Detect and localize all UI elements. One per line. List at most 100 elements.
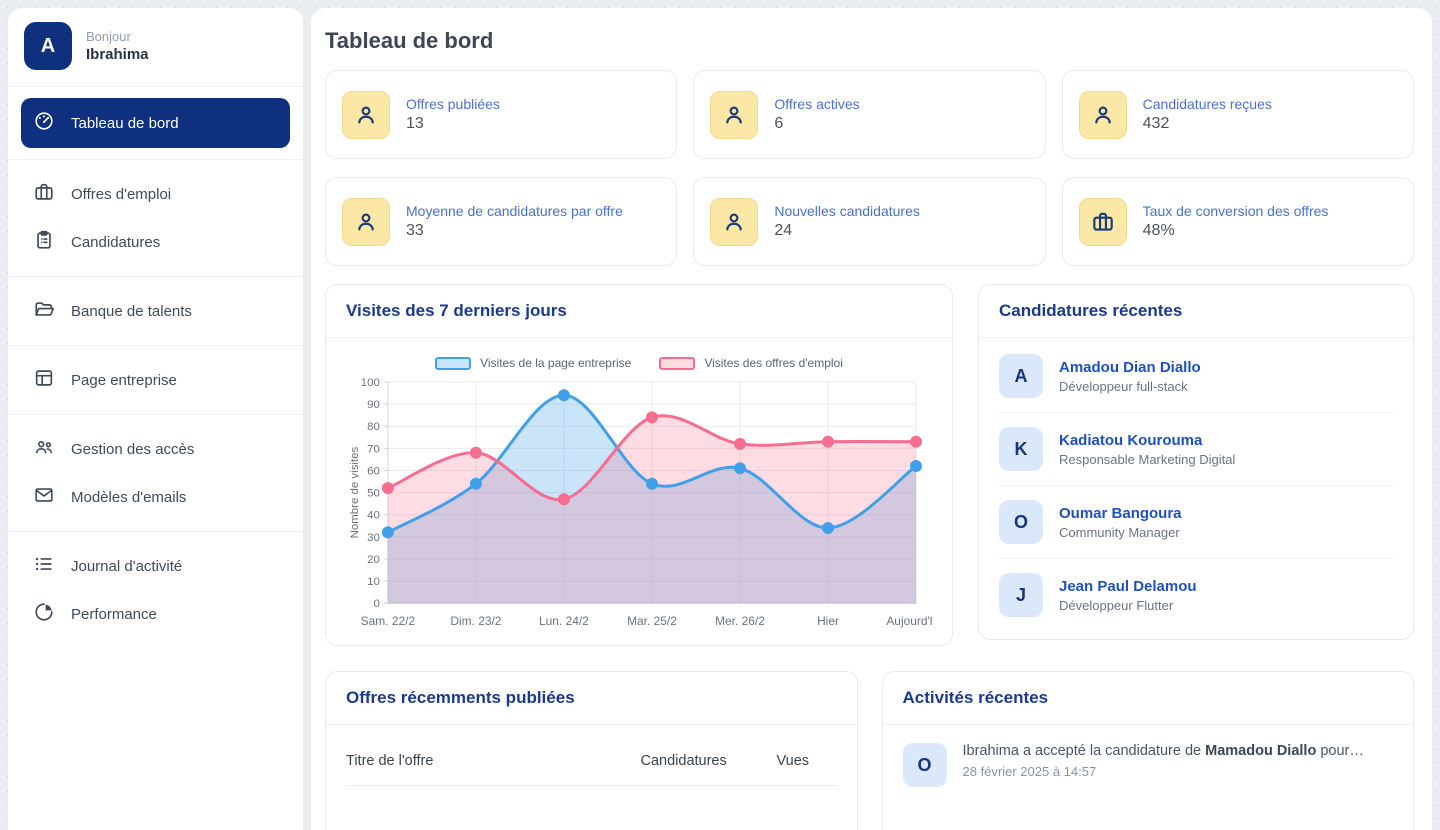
svg-text:30: 30 [367,532,380,544]
sidebar-group-admin: Gestion des accès Modèles d'emails [8,415,303,531]
user-avatar[interactable]: A [24,22,72,70]
candidate-row[interactable]: O Oumar Bangoura Community Manager [999,486,1393,559]
stat-card-offres-publiees: Offres publiées 13 [325,70,678,159]
sidebar-group-talents: Banque de talents [8,277,303,345]
sidebar-item-modeles-emails[interactable]: Modèles d'emails [21,474,290,520]
candidate-role: Développeur Flutter [1059,597,1174,613]
candidate-name[interactable]: Amadou Dian Diallo [1059,358,1201,376]
greeting-text: Bonjour [86,29,131,44]
svg-text:80: 80 [367,421,380,433]
candidate-role: Responsable Marketing Digital [1059,451,1236,467]
stat-value: 432 [1142,115,1170,132]
sidebar-item-offres-emploi[interactable]: Offres d'emploi [21,171,290,217]
activity-timestamp: 28 février 2025 à 14:57 [962,764,1097,780]
chart-title: Visites des 7 derniers jours [326,285,952,338]
sidebar-divider [8,86,303,87]
sidebar-divider [8,276,303,277]
sidebar-item-page-entreprise[interactable]: Page entreprise [21,357,290,403]
activity-text: Ibrahima a accepté la candidature de Mam… [963,743,1364,759]
sidebar-item-label: Banque de talents [71,302,192,320]
svg-text:Nombre de visites: Nombre de visites [349,446,361,538]
sidebar-group-offres: Offres d'emploi Candidatures [8,160,303,276]
legend-item-page-entreprise[interactable]: Visites de la page entreprise [435,356,631,370]
mail-icon [33,484,55,510]
candidate-name[interactable]: Jean Paul Delamou [1059,577,1197,595]
sidebar-item-journal-activite[interactable]: Journal d'activité [21,543,290,589]
table-divider [346,785,837,787]
sidebar-item-label: Page entreprise [71,371,177,389]
stat-label: Offres actives [774,96,860,112]
visits-chart-card: Visites des 7 derniers jours Visites de … [325,284,953,647]
sidebar-item-tableau-de-bord[interactable]: Tableau de bord [21,98,290,148]
recent-offers-card: Offres récemments publiées Titre de l'of… [325,671,858,830]
stat-value: 33 [406,222,424,239]
users-icon [33,436,55,462]
person-icon [710,90,759,139]
candidate-name[interactable]: Kadiatou Kourouma [1059,431,1203,449]
sidebar-item-label: Journal d'activité [71,557,183,575]
column-header-candidatures: Candidatures [640,753,727,770]
stat-value: 13 [406,115,424,132]
clipboard-icon [33,229,55,255]
candidate-row[interactable]: A Amadou Dian Diallo Développeur full-st… [999,340,1393,413]
column-header-titre: Titre de l'offre [346,753,434,770]
sidebar-divider [8,531,303,532]
gauge-icon [33,110,55,136]
svg-text:0: 0 [374,598,380,610]
column-header-vues: Vues [776,753,810,770]
svg-text:60: 60 [367,465,380,477]
svg-text:Mar. 25/2: Mar. 25/2 [627,614,677,628]
sidebar-item-candidatures[interactable]: Candidatures [21,219,290,265]
pie-icon [33,601,55,627]
sidebar-item-label: Performance [71,605,157,623]
middle-row: Visites des 7 derniers jours Visites de … [325,284,1414,647]
recent-activities-card: Activités récentes O Ibrahima a accepté … [881,671,1414,830]
candidate-avatar: J [999,573,1043,617]
svg-text:40: 40 [367,510,380,522]
activity-text-suffix: pour… [1316,743,1364,760]
main-content: Tableau de bord Offres publiées 13 Offre… [311,8,1432,830]
activity-actor-name: Mamadou Diallo [1205,743,1317,760]
sidebar-item-performance[interactable]: Performance [21,591,290,637]
briefcase-icon [1078,197,1127,246]
sidebar-item-gestion-des-acces[interactable]: Gestion des accès [21,426,290,472]
svg-text:Dim. 23/2: Dim. 23/2 [450,614,501,628]
svg-text:10: 10 [367,576,380,588]
visits-line-chart: 0 10 20 30 40 50 60 70 80 90 100 Sam. 22/2 Dim. 23/2… [349,377,932,628]
legend-swatch-pink [659,356,696,370]
svg-text:20: 20 [367,554,380,566]
svg-text:50: 50 [367,488,380,500]
candidate-row[interactable]: K Kadiatou Kourouma Responsable Marketin… [999,413,1393,486]
candidate-row[interactable]: J Jean Paul Delamou Développeur Flutter [999,559,1393,631]
stat-card-nouvelles-candidatures: Nouvelles candidatures 24 [693,177,1046,266]
svg-text:70: 70 [367,443,380,455]
briefcase-icon [33,181,55,207]
legend-item-offres-emploi[interactable]: Visites des offres d'emploi [659,356,843,370]
legend-label: Visites de la page entreprise [480,356,632,370]
svg-text:Aujourd'hui: Aujourd'hui [886,614,932,628]
stat-label: Candidatures reçues [1142,96,1272,112]
person-icon [342,197,390,246]
svg-text:Sam. 22/2: Sam. 22/2 [361,614,416,628]
profile-block: A Bonjour Ibrahima [8,8,303,86]
sidebar-item-banque-de-talents[interactable]: Banque de talents [21,288,290,334]
stat-card-candidatures-recues: Candidatures reçues 432 [1061,70,1414,159]
stat-card-taux-conversion: Taux de conversion des offres 48% [1061,177,1414,266]
candidate-avatar: K [999,427,1043,471]
recent-activities-title: Activités récentes [882,672,1413,726]
candidate-name[interactable]: Oumar Bangoura [1059,504,1182,522]
sidebar-divider [8,159,303,160]
person-icon [710,197,759,246]
activity-row[interactable]: O Ibrahima a accepté la candidature de M… [883,725,1414,805]
stat-value: 6 [774,115,784,132]
legend-label: Visites des offres d'emploi [704,356,843,370]
list-icon [33,553,55,579]
sidebar-item-label: Modèles d'emails [71,488,187,506]
stat-card-moyenne-candidatures: Moyenne de candidatures par offre 33 [325,177,678,266]
sidebar-group-reports: Journal d'activité Performance [8,532,303,648]
sidebar-group-entreprise: Page entreprise [8,346,303,414]
sidebar-divider [8,414,303,415]
candidate-avatar: O [999,500,1043,544]
svg-text:100: 100 [361,377,380,389]
folder-icon [33,298,55,324]
